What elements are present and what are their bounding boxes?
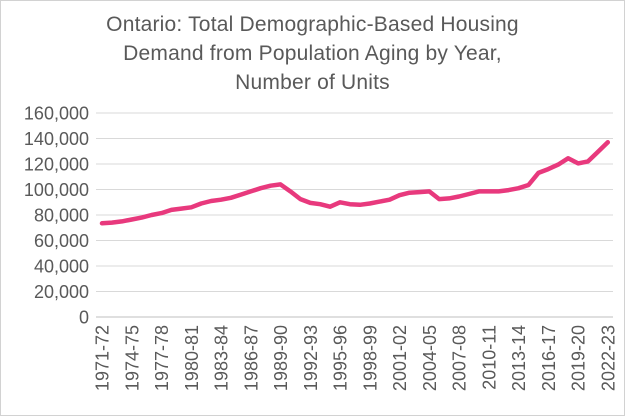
x-tick-label: 1986-87 [241, 325, 261, 391]
x-tick-label: 2013-14 [509, 325, 529, 391]
x-tick-label: 2004-05 [420, 325, 440, 391]
x-tick-label: 1983-84 [212, 325, 232, 391]
x-tick-label: 1995-96 [331, 325, 351, 391]
housing-demand-line [99, 140, 611, 226]
y-tick-label: 40,000 [34, 257, 89, 277]
chart-title: Ontario: Total Demographic-Based Housing… [1, 10, 624, 97]
x-tick-label: 2022-23 [598, 325, 618, 391]
x-tick-label: 1998-99 [360, 325, 380, 391]
y-tick-label: 60,000 [34, 231, 89, 251]
y-tick-label: 20,000 [34, 282, 89, 302]
y-tick-label: 120,000 [24, 155, 89, 175]
chart-title-line-1: Ontario: Total Demographic-Based Housing [106, 13, 519, 36]
x-tick-label: 2016-17 [539, 325, 559, 391]
y-tick-label: 100,000 [24, 180, 89, 200]
chart-title-line-3: Number of Units [235, 71, 390, 94]
y-tick-label: 140,000 [24, 129, 89, 149]
x-tick-label: 2007-08 [450, 325, 470, 391]
x-tick-label: 2001-02 [390, 325, 410, 391]
x-tick-label: 1992-93 [301, 325, 321, 391]
x-tick-label: 1971-72 [93, 325, 113, 391]
x-tick-label: 2019-20 [569, 325, 589, 391]
x-tick-label: 1980-81 [182, 325, 202, 391]
x-tick-label: 1977-78 [152, 325, 172, 391]
x-tick-label: 2010-11 [479, 325, 499, 390]
y-tick-label: 0 [79, 308, 89, 328]
chart-title-line-2: Demand from Population Aging by Year, [123, 42, 502, 65]
x-tick-label: 1989-90 [271, 325, 291, 391]
y-tick-label: 80,000 [34, 206, 89, 226]
y-tick-label: 160,000 [24, 104, 89, 124]
x-tick-label: 1974-75 [122, 325, 142, 391]
